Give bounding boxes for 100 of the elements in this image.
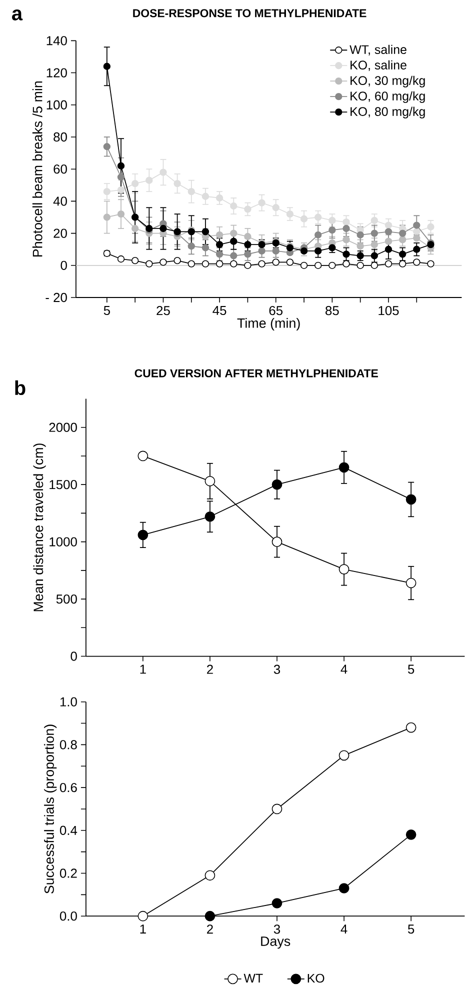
point [356, 231, 364, 238]
point [342, 236, 350, 244]
point [132, 180, 139, 188]
point [385, 260, 392, 268]
point [342, 250, 350, 258]
point [342, 224, 350, 232]
point [406, 722, 416, 733]
x-tick-label: 4 [340, 664, 348, 674]
legend-label: KO [308, 974, 324, 983]
y-axis-title: Successful trials (proportion) [44, 724, 57, 894]
point [385, 246, 392, 253]
x-tick-label: 2 [207, 924, 214, 934]
y-axis-title: Mean distance traveled (cm) [33, 444, 46, 612]
point [328, 216, 336, 224]
point [202, 228, 210, 236]
point [370, 230, 378, 237]
point [138, 530, 148, 540]
point [406, 578, 416, 588]
point [103, 143, 111, 150]
point [272, 204, 280, 212]
point [138, 450, 148, 462]
y-tick-label: 1000 [50, 537, 78, 546]
y-tick-label: 0.6 [60, 782, 78, 792]
point [118, 162, 125, 170]
text: b [15, 380, 26, 396]
y-tick-label: 120 [47, 68, 68, 78]
point [356, 242, 364, 250]
legend-label: KO, 80 mg/kg [350, 106, 426, 118]
point [188, 242, 196, 250]
point [188, 188, 196, 196]
point [328, 226, 336, 234]
point [230, 260, 238, 268]
legend-label: KO, 60 mg/kg [350, 91, 426, 103]
x-tick-label: 105 [378, 306, 399, 316]
y-tick-label: 0 [70, 652, 78, 661]
x-tick-label: 3 [274, 924, 280, 934]
point [204, 476, 216, 486]
y-tick-label: 40 [54, 196, 68, 206]
point [132, 224, 139, 232]
point [204, 870, 216, 881]
x-tick-label: 5 [104, 306, 110, 316]
point [413, 234, 420, 242]
point [328, 244, 336, 252]
y-tick-label: 0.0 [60, 912, 78, 921]
y-tick-label: 1500 [50, 480, 78, 490]
point [103, 62, 111, 70]
point [272, 247, 280, 255]
point [146, 176, 153, 184]
point [399, 250, 406, 258]
point [118, 210, 125, 218]
x-tick-label: 25 [156, 306, 170, 316]
point [258, 199, 266, 206]
y-tick-label: 0.8 [60, 740, 78, 750]
y-tick-label: 500 [56, 594, 78, 604]
point [160, 224, 167, 232]
point [118, 174, 125, 181]
y-tick-label: 100 [47, 100, 68, 110]
point [118, 186, 125, 194]
text: a [12, 10, 23, 20]
point [314, 231, 322, 238]
point [339, 462, 350, 473]
chart-title: DOSE-RESPONSE TO METHYLPHENIDATE [133, 9, 366, 18]
x-axis-title: Time (min) [237, 318, 300, 331]
point [138, 910, 148, 922]
x-tick-label: 2 [207, 664, 214, 674]
point [174, 180, 182, 188]
legend-label: WT, saline [350, 44, 407, 56]
x-tick-label: 1 [140, 664, 146, 674]
y-tick-label: 2000 [49, 422, 78, 432]
point [300, 215, 308, 222]
point [216, 194, 224, 202]
point [230, 238, 238, 245]
point [216, 231, 224, 238]
legend-label: KO, 30 mg/kg [350, 76, 426, 88]
y-tick-label: 0.4 [60, 826, 78, 835]
point [272, 536, 282, 547]
point [204, 511, 216, 522]
y-tick-label: 0 [60, 260, 68, 270]
x-axis-title: Days [261, 936, 290, 949]
point [118, 255, 125, 263]
y-tick-label: 80 [54, 132, 68, 142]
point [230, 252, 238, 260]
x-tick-label: 5 [408, 664, 414, 674]
x-tick-label: 85 [326, 306, 339, 316]
point [103, 214, 111, 221]
chart-title: CUED VERSION AFTER METHYLPHENIDATE [134, 369, 378, 378]
x-tick-label: 3 [274, 664, 280, 674]
y-tick-label: 0.2 [60, 868, 77, 878]
point [399, 230, 406, 237]
point [385, 222, 392, 229]
x-tick-label: 4 [340, 924, 348, 934]
point [202, 260, 210, 268]
point [314, 247, 322, 255]
point [204, 910, 216, 922]
point [406, 830, 416, 840]
point [356, 252, 364, 260]
x-tick-label: 65 [269, 306, 283, 316]
point [230, 230, 238, 237]
point [413, 246, 420, 253]
point [370, 216, 378, 224]
